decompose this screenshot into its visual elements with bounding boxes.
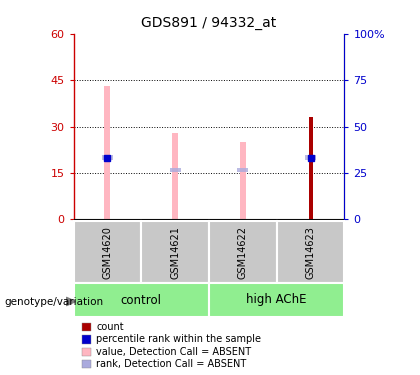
Text: genotype/variation: genotype/variation [4, 297, 103, 307]
Text: GSM14623: GSM14623 [305, 226, 315, 279]
Bar [74, 221, 141, 283]
Bar [104, 86, 110, 219]
Bar [141, 221, 209, 283]
Bar [309, 117, 312, 219]
Text: control: control [121, 294, 162, 306]
Bar [170, 168, 181, 172]
Bar [74, 283, 209, 317]
Bar [209, 283, 344, 317]
Text: value, Detection Call = ABSENT: value, Detection Call = ABSENT [96, 347, 251, 357]
Text: rank, Detection Call = ABSENT: rank, Detection Call = ABSENT [96, 359, 247, 369]
Bar [240, 142, 246, 219]
Bar [237, 168, 248, 172]
Bar [209, 221, 277, 283]
Bar [277, 221, 344, 283]
Text: GSM14622: GSM14622 [238, 226, 248, 279]
Bar [172, 133, 178, 219]
Text: GSM14621: GSM14621 [170, 226, 180, 279]
Text: high AChE: high AChE [247, 294, 307, 306]
Polygon shape [66, 297, 76, 306]
Text: GSM14620: GSM14620 [102, 226, 113, 279]
Bar [102, 155, 113, 160]
Text: percentile rank within the sample: percentile rank within the sample [96, 334, 261, 344]
Bar [305, 155, 316, 160]
Title: GDS891 / 94332_at: GDS891 / 94332_at [141, 16, 277, 30]
Text: count: count [96, 322, 124, 332]
